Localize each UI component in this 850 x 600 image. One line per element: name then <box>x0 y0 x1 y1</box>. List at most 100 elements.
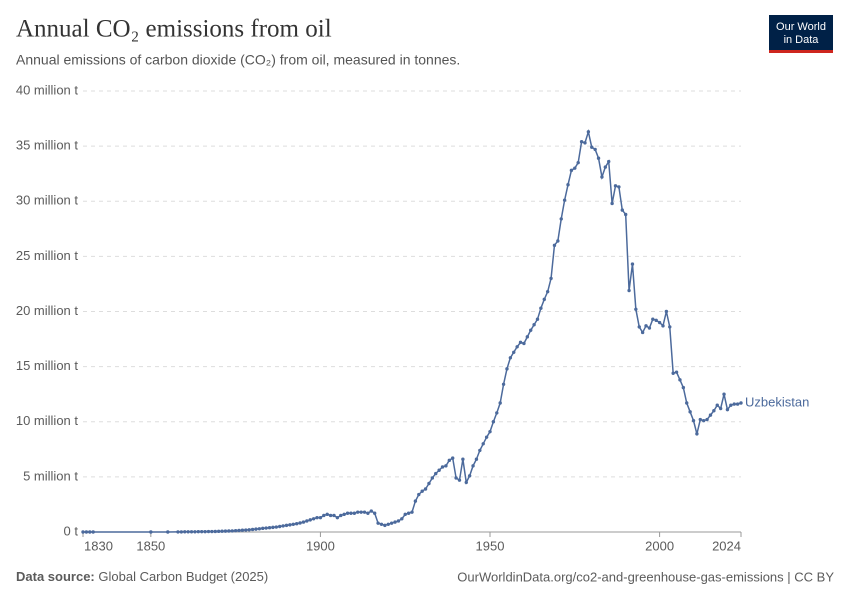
data-point <box>149 530 153 534</box>
data-point <box>359 510 363 514</box>
data-point <box>210 529 214 534</box>
data-point <box>671 371 675 375</box>
data-point <box>525 335 530 339</box>
data-point <box>247 528 251 532</box>
data-point <box>691 418 696 423</box>
data-point <box>278 524 282 529</box>
data-point <box>372 511 377 515</box>
data-point <box>254 527 258 531</box>
data-point <box>562 198 567 202</box>
data-point <box>688 410 692 414</box>
data-point <box>518 340 523 345</box>
data-point <box>189 530 194 534</box>
data-point <box>379 522 384 526</box>
data-point <box>556 239 560 243</box>
data-point <box>634 307 638 311</box>
data-point <box>732 402 736 406</box>
data-point <box>566 183 570 187</box>
data-point <box>457 478 462 482</box>
data-point <box>183 530 187 534</box>
data-point <box>637 325 641 329</box>
data-point <box>647 326 652 330</box>
data-point <box>573 166 577 170</box>
chart-title: Annual CO₂ emissions from oil <box>16 16 332 43</box>
data-point <box>654 318 658 323</box>
footer-source: Data source: Global Carbon Budget (2025) <box>16 569 268 584</box>
data-point <box>695 432 699 436</box>
data-point <box>342 512 346 517</box>
data-point <box>712 409 716 413</box>
data-point <box>376 521 380 525</box>
data-point <box>586 130 591 134</box>
data-point <box>583 141 587 145</box>
logo[interactable]: Our World in Data <box>769 15 833 53</box>
data-point <box>233 528 238 533</box>
data-point <box>701 418 706 423</box>
data-point <box>491 420 496 424</box>
data-point <box>535 317 540 321</box>
data-point <box>590 145 594 149</box>
data-point <box>708 413 713 417</box>
data-point <box>81 530 85 534</box>
data-point <box>298 521 302 525</box>
data-point <box>603 165 608 169</box>
data-point <box>91 530 95 534</box>
data-point <box>729 403 733 407</box>
data-point <box>356 510 360 514</box>
logo-box <box>769 15 833 50</box>
data-point <box>451 456 455 460</box>
data-point <box>613 184 618 188</box>
data-point <box>318 515 323 520</box>
data-point <box>284 523 289 528</box>
data-point <box>369 509 373 513</box>
data-point <box>308 518 312 522</box>
data-point <box>352 511 357 515</box>
data-point <box>569 168 574 173</box>
data-point <box>559 217 563 221</box>
data-point <box>444 464 448 468</box>
data-point <box>410 510 414 514</box>
data-point <box>739 401 743 405</box>
data-point <box>657 320 662 325</box>
data-point <box>250 527 255 532</box>
data-point <box>257 527 262 531</box>
data-point <box>664 309 669 314</box>
data-point <box>406 511 411 515</box>
data-point <box>393 520 397 524</box>
data-point <box>203 529 207 534</box>
series-label: Uzbekistan <box>745 394 809 409</box>
data-point <box>261 526 265 531</box>
data-point <box>400 517 404 521</box>
data-point <box>725 407 730 412</box>
data-point <box>685 401 689 405</box>
footer-url[interactable]: OurWorldinData.org/co2-and-greenhouse-ga… <box>457 569 834 584</box>
data-point <box>735 402 740 406</box>
data-point <box>423 487 428 491</box>
data-point <box>522 341 526 346</box>
data-point <box>579 140 584 144</box>
data-point <box>267 526 272 530</box>
data-point <box>427 481 431 486</box>
data-point <box>471 464 475 468</box>
data-point <box>661 324 665 328</box>
data-point <box>640 330 645 335</box>
data-point <box>644 324 648 328</box>
data-point <box>271 525 275 530</box>
data-point <box>498 401 502 405</box>
logo-text: in Data <box>784 34 820 46</box>
data-point <box>403 512 407 517</box>
data-point <box>610 201 614 206</box>
data-point <box>474 457 479 461</box>
data-point <box>345 511 350 515</box>
source-label: Data source: <box>16 569 95 584</box>
data-point <box>698 417 702 422</box>
x-tick-label: 1830 <box>84 538 113 553</box>
data-point <box>200 529 204 534</box>
data-point <box>383 523 387 528</box>
chart-subtitle: Annual emissions of carbon dioxide (CO₂)… <box>16 52 460 68</box>
data-point <box>240 528 245 532</box>
data-point <box>454 476 458 480</box>
y-tick-label: 5 million t <box>23 468 78 483</box>
data-point <box>512 350 516 354</box>
